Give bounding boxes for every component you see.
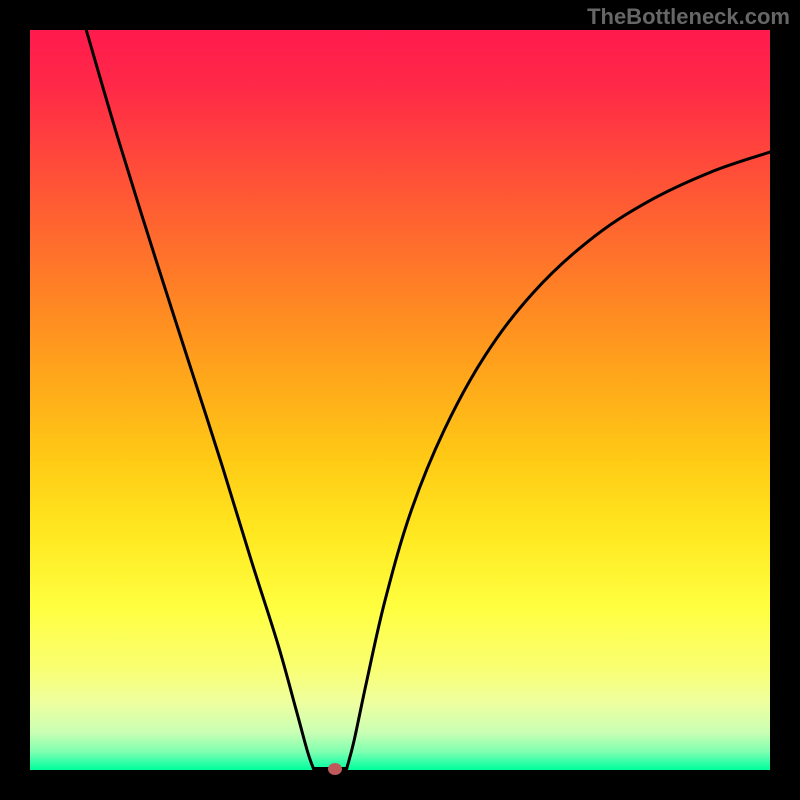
bottleneck-curve — [30, 30, 770, 770]
chart-container: TheBottleneck.com — [0, 0, 800, 800]
watermark-text: TheBottleneck.com — [587, 4, 790, 30]
vertex-marker — [328, 763, 342, 775]
plot-area — [30, 30, 770, 770]
